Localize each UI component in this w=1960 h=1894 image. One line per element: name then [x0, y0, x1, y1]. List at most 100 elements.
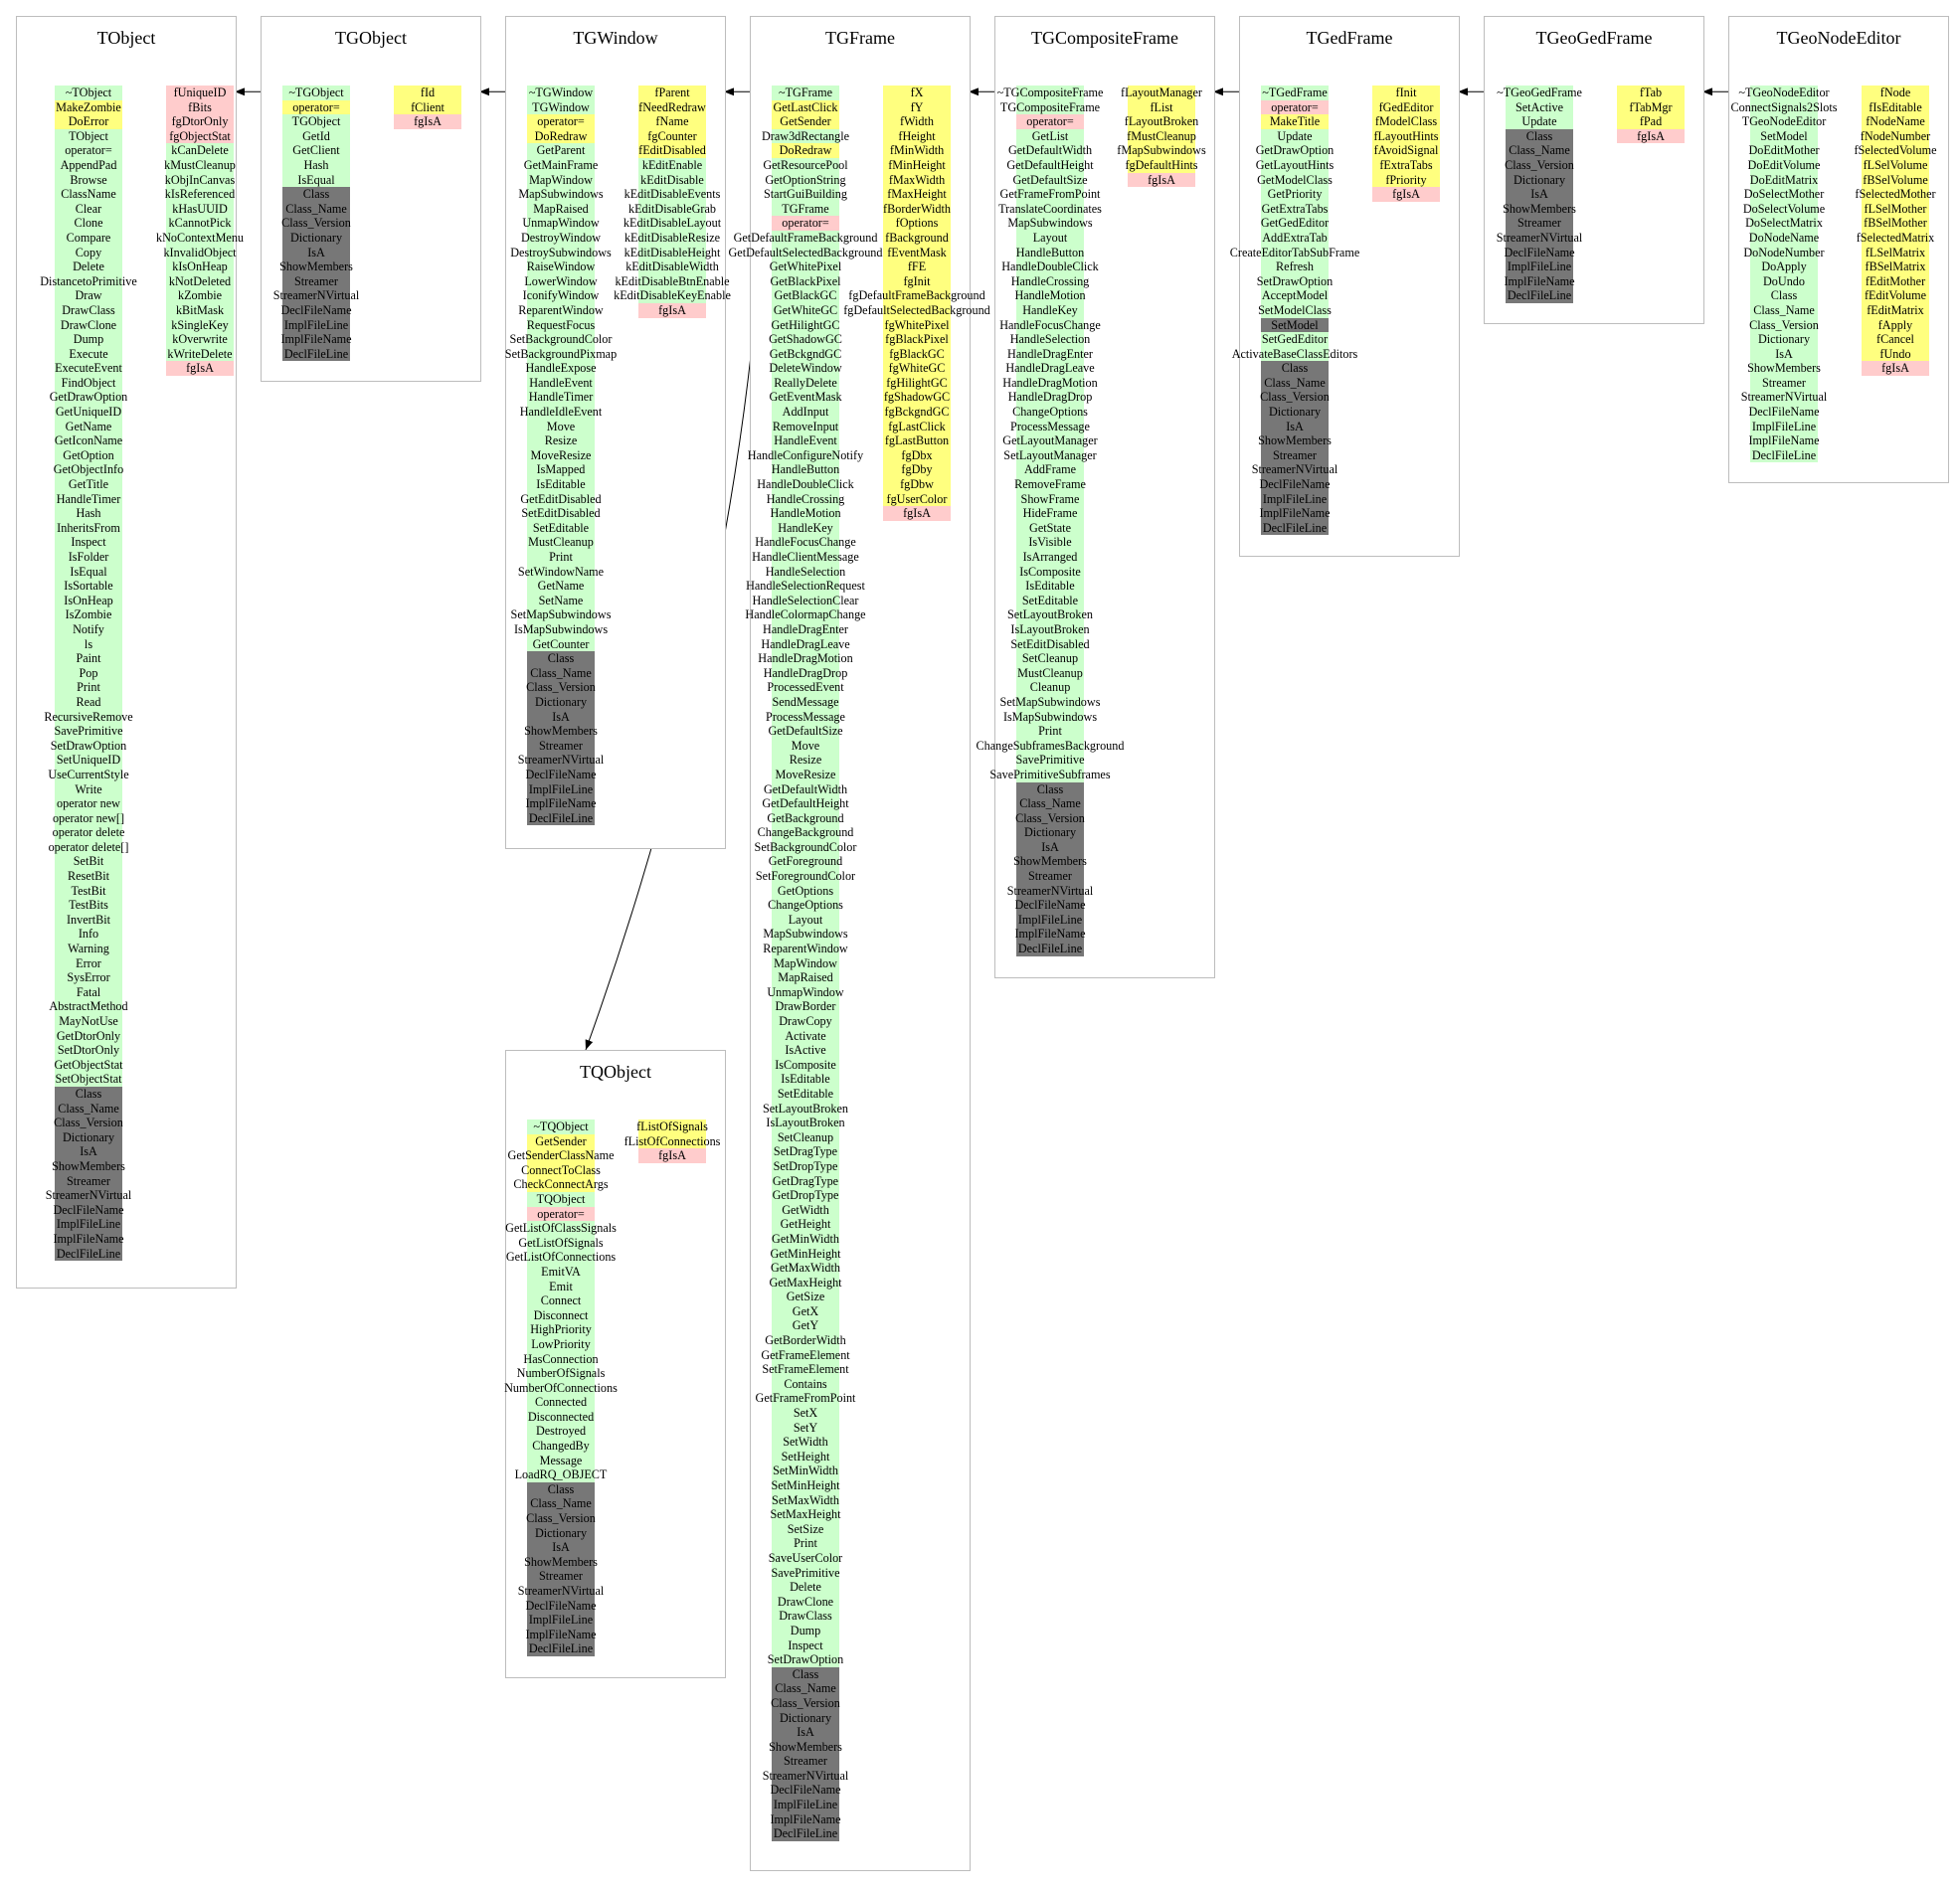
method-getoptionstring: GetOptionString [765, 172, 846, 188]
method-label: GetDefaultFrameBackground [733, 230, 878, 245]
member-label: fClient [411, 99, 445, 114]
method-label: GetDropType [772, 1188, 839, 1203]
method-hash: Hash [282, 157, 350, 173]
method-label: Class [547, 651, 575, 666]
method-label: IsA [1775, 346, 1793, 361]
method-showmembers: ShowMembers [1258, 433, 1332, 448]
method-label: GetX [792, 1303, 819, 1318]
method-setminwidth: SetMinWidth [772, 1464, 839, 1478]
method-info: Info [55, 927, 122, 943]
member-keditdisablekeyenable: kEditDisableKeyEnable [614, 288, 731, 303]
method-label: Info [78, 927, 99, 942]
method-class-name: Class_Name [1016, 796, 1084, 811]
method-streamer: Streamer [1750, 375, 1818, 391]
method-setmaxheight: SetMaxHeight [770, 1507, 841, 1522]
method-label: ls [84, 636, 93, 651]
method-handlebutton: HandleButton [1016, 245, 1084, 260]
method-label: MoveResize [530, 447, 592, 462]
method-destroyed: Destroyed [527, 1424, 595, 1440]
method-operator-delete: operator delete [53, 825, 124, 840]
method-label: Print [77, 680, 100, 695]
method-declfilename: DeclFileName [1259, 477, 1331, 492]
method-setdroptype: SetDropType [772, 1158, 839, 1174]
method-seteditdisabled: SetEditDisabled [1010, 636, 1090, 652]
member-fgisa: fgIsA [638, 1148, 706, 1163]
method-getsenderclassname: GetSenderClassName [508, 1148, 614, 1163]
method-drawclass: DrawClass [772, 1609, 839, 1624]
method-label: MustCleanup [1017, 665, 1083, 680]
member-fx: fX [883, 86, 951, 100]
method-label: Dictionary [1023, 825, 1077, 840]
member-label: fBorderWidth [883, 201, 951, 216]
member-fgisa: fgIsA [166, 361, 234, 376]
method-operator-assign: operator= [1261, 99, 1329, 115]
method-label: DoEditMother [1748, 143, 1820, 158]
method-handleexpose: HandleExpose [525, 361, 597, 376]
method-setlayoutbroken: SetLayoutBroken [1007, 607, 1093, 622]
method-label: Class_Version [526, 680, 596, 695]
method-processedevent: ProcessedEvent [767, 680, 844, 695]
method-reparentwindow: ReparentWindow [763, 942, 848, 956]
method-label: SetLayoutManager [1003, 447, 1097, 462]
method-seteditable: SetEditable [772, 1086, 839, 1102]
member-fmaxwidth: fMaxWidth [883, 172, 951, 188]
method-label: ProcessMessage [766, 709, 845, 724]
method-label: Compare [66, 230, 111, 245]
member-fgblackgc: fgBlackGC [883, 346, 951, 362]
method-label: GetDefaultWidth [1007, 143, 1093, 158]
method-label: DeclFileLine [283, 346, 349, 361]
member-label: fgIsA [1392, 187, 1420, 202]
member-label: kWriteDelete [167, 346, 233, 361]
method-getlist: GetList [1016, 128, 1084, 144]
method-label: SetDrawOption [50, 738, 127, 753]
method-label: IsMapSubwindows [513, 621, 609, 636]
method-label: Hash [76, 506, 101, 521]
member-label: fMinHeight [888, 157, 946, 172]
method-maynotuse: MayNotUse [55, 1014, 122, 1029]
method-label: GetWhiteGC [773, 302, 838, 317]
method-error: Error [55, 955, 122, 971]
method-class: Class [1016, 781, 1084, 797]
method-getdefaultsize: GetDefaultSize [768, 724, 843, 739]
method-label: TestBit [71, 883, 106, 898]
member-fmustcleanup: fMustCleanup [1127, 128, 1196, 144]
method-activatebaseclasseditors: ActivateBaseClassEditors [1232, 346, 1357, 362]
method-label: Dictionary [1513, 172, 1566, 187]
method-label: ImplFileName [1748, 433, 1820, 448]
member-fgdefaulthints: fgDefaultHints [1125, 157, 1198, 173]
members-column: fLayoutManager fList fLayoutBroken fMustCle… [1117, 86, 1206, 188]
method-label: StreamerNVirtual [517, 1584, 605, 1598]
method-label: Fatal [76, 984, 101, 999]
method-label: Draw [75, 288, 102, 303]
method-changeoptions: ChangeOptions [768, 898, 843, 913]
member-fgblackpixel: fgBlackPixel [883, 332, 951, 347]
member-label: fgDbw [900, 477, 934, 492]
method-label: DeclFileLine [528, 810, 594, 825]
method-label: ImplFileLine [1017, 912, 1083, 927]
method-maketitle: MakeTitle [1261, 114, 1329, 129]
member-fgcounter: fgCounter [638, 128, 706, 144]
method-label: SetCleanup [1021, 651, 1079, 666]
member-label: fMinWidth [889, 143, 945, 158]
method-label: GetList [1031, 128, 1069, 143]
member-flistofconnections: fListOfConnections [624, 1133, 720, 1149]
method-getpriority: GetPriority [1261, 187, 1329, 202]
member-label: fgInit [903, 273, 931, 288]
member-label: fEventMask [887, 245, 947, 259]
method-setwidth: SetWidth [772, 1435, 839, 1450]
method-getdefaultframebackground: GetDefaultFrameBackground [734, 230, 877, 246]
method-showmembers: ShowMembers [1503, 201, 1576, 217]
method-label: MapRaised [778, 970, 833, 985]
method-label: TGObject [291, 114, 341, 129]
method-handledoubleclick: HandleDoubleClick [757, 477, 854, 492]
method-label: ShowMembers [524, 724, 598, 739]
method-label: HandleEvent [529, 375, 593, 390]
method-isactive: IsActive [772, 1043, 839, 1058]
method-label: HandleDoubleClick [1001, 259, 1099, 274]
method-label: SetModel [1760, 128, 1808, 143]
method-resetbit: ResetBit [55, 869, 122, 884]
member-flistofsignals: fListOfSignals [636, 1119, 708, 1134]
method-implfileline: ImplFileLine [1750, 419, 1818, 434]
method-streamer: Streamer [527, 738, 595, 754]
method-activate: Activate [772, 1028, 839, 1044]
